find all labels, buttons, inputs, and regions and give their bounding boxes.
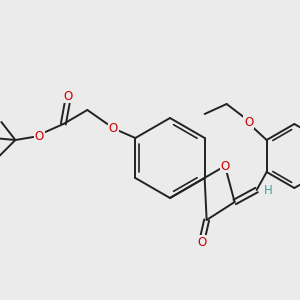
Text: O: O xyxy=(244,116,253,128)
Text: O: O xyxy=(109,122,118,134)
Text: O: O xyxy=(220,160,230,172)
Text: O: O xyxy=(197,236,206,248)
Text: O: O xyxy=(35,130,44,142)
Text: O: O xyxy=(64,89,73,103)
Text: H: H xyxy=(264,184,272,197)
